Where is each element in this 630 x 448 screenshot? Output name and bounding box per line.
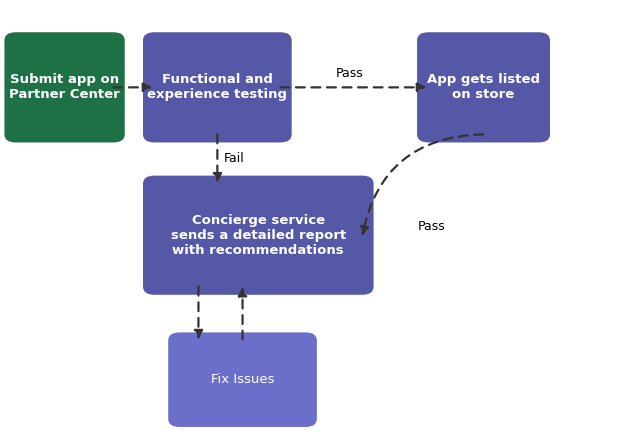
Text: Functional and
experience testing: Functional and experience testing xyxy=(147,73,287,101)
Text: Pass: Pass xyxy=(336,67,364,80)
Text: Submit app on
Partner Center: Submit app on Partner Center xyxy=(9,73,120,101)
Text: Fail: Fail xyxy=(224,152,244,165)
FancyBboxPatch shape xyxy=(4,32,125,142)
Text: Concierge service
sends a detailed report
with recommendations: Concierge service sends a detailed repor… xyxy=(171,214,346,257)
Text: Pass: Pass xyxy=(418,220,445,233)
FancyBboxPatch shape xyxy=(168,332,317,427)
FancyBboxPatch shape xyxy=(143,176,374,295)
FancyBboxPatch shape xyxy=(417,32,550,142)
FancyArrowPatch shape xyxy=(360,134,483,234)
Text: Fix Issues: Fix Issues xyxy=(211,373,274,386)
Text: App gets listed
on store: App gets listed on store xyxy=(427,73,540,101)
FancyBboxPatch shape xyxy=(143,32,292,142)
